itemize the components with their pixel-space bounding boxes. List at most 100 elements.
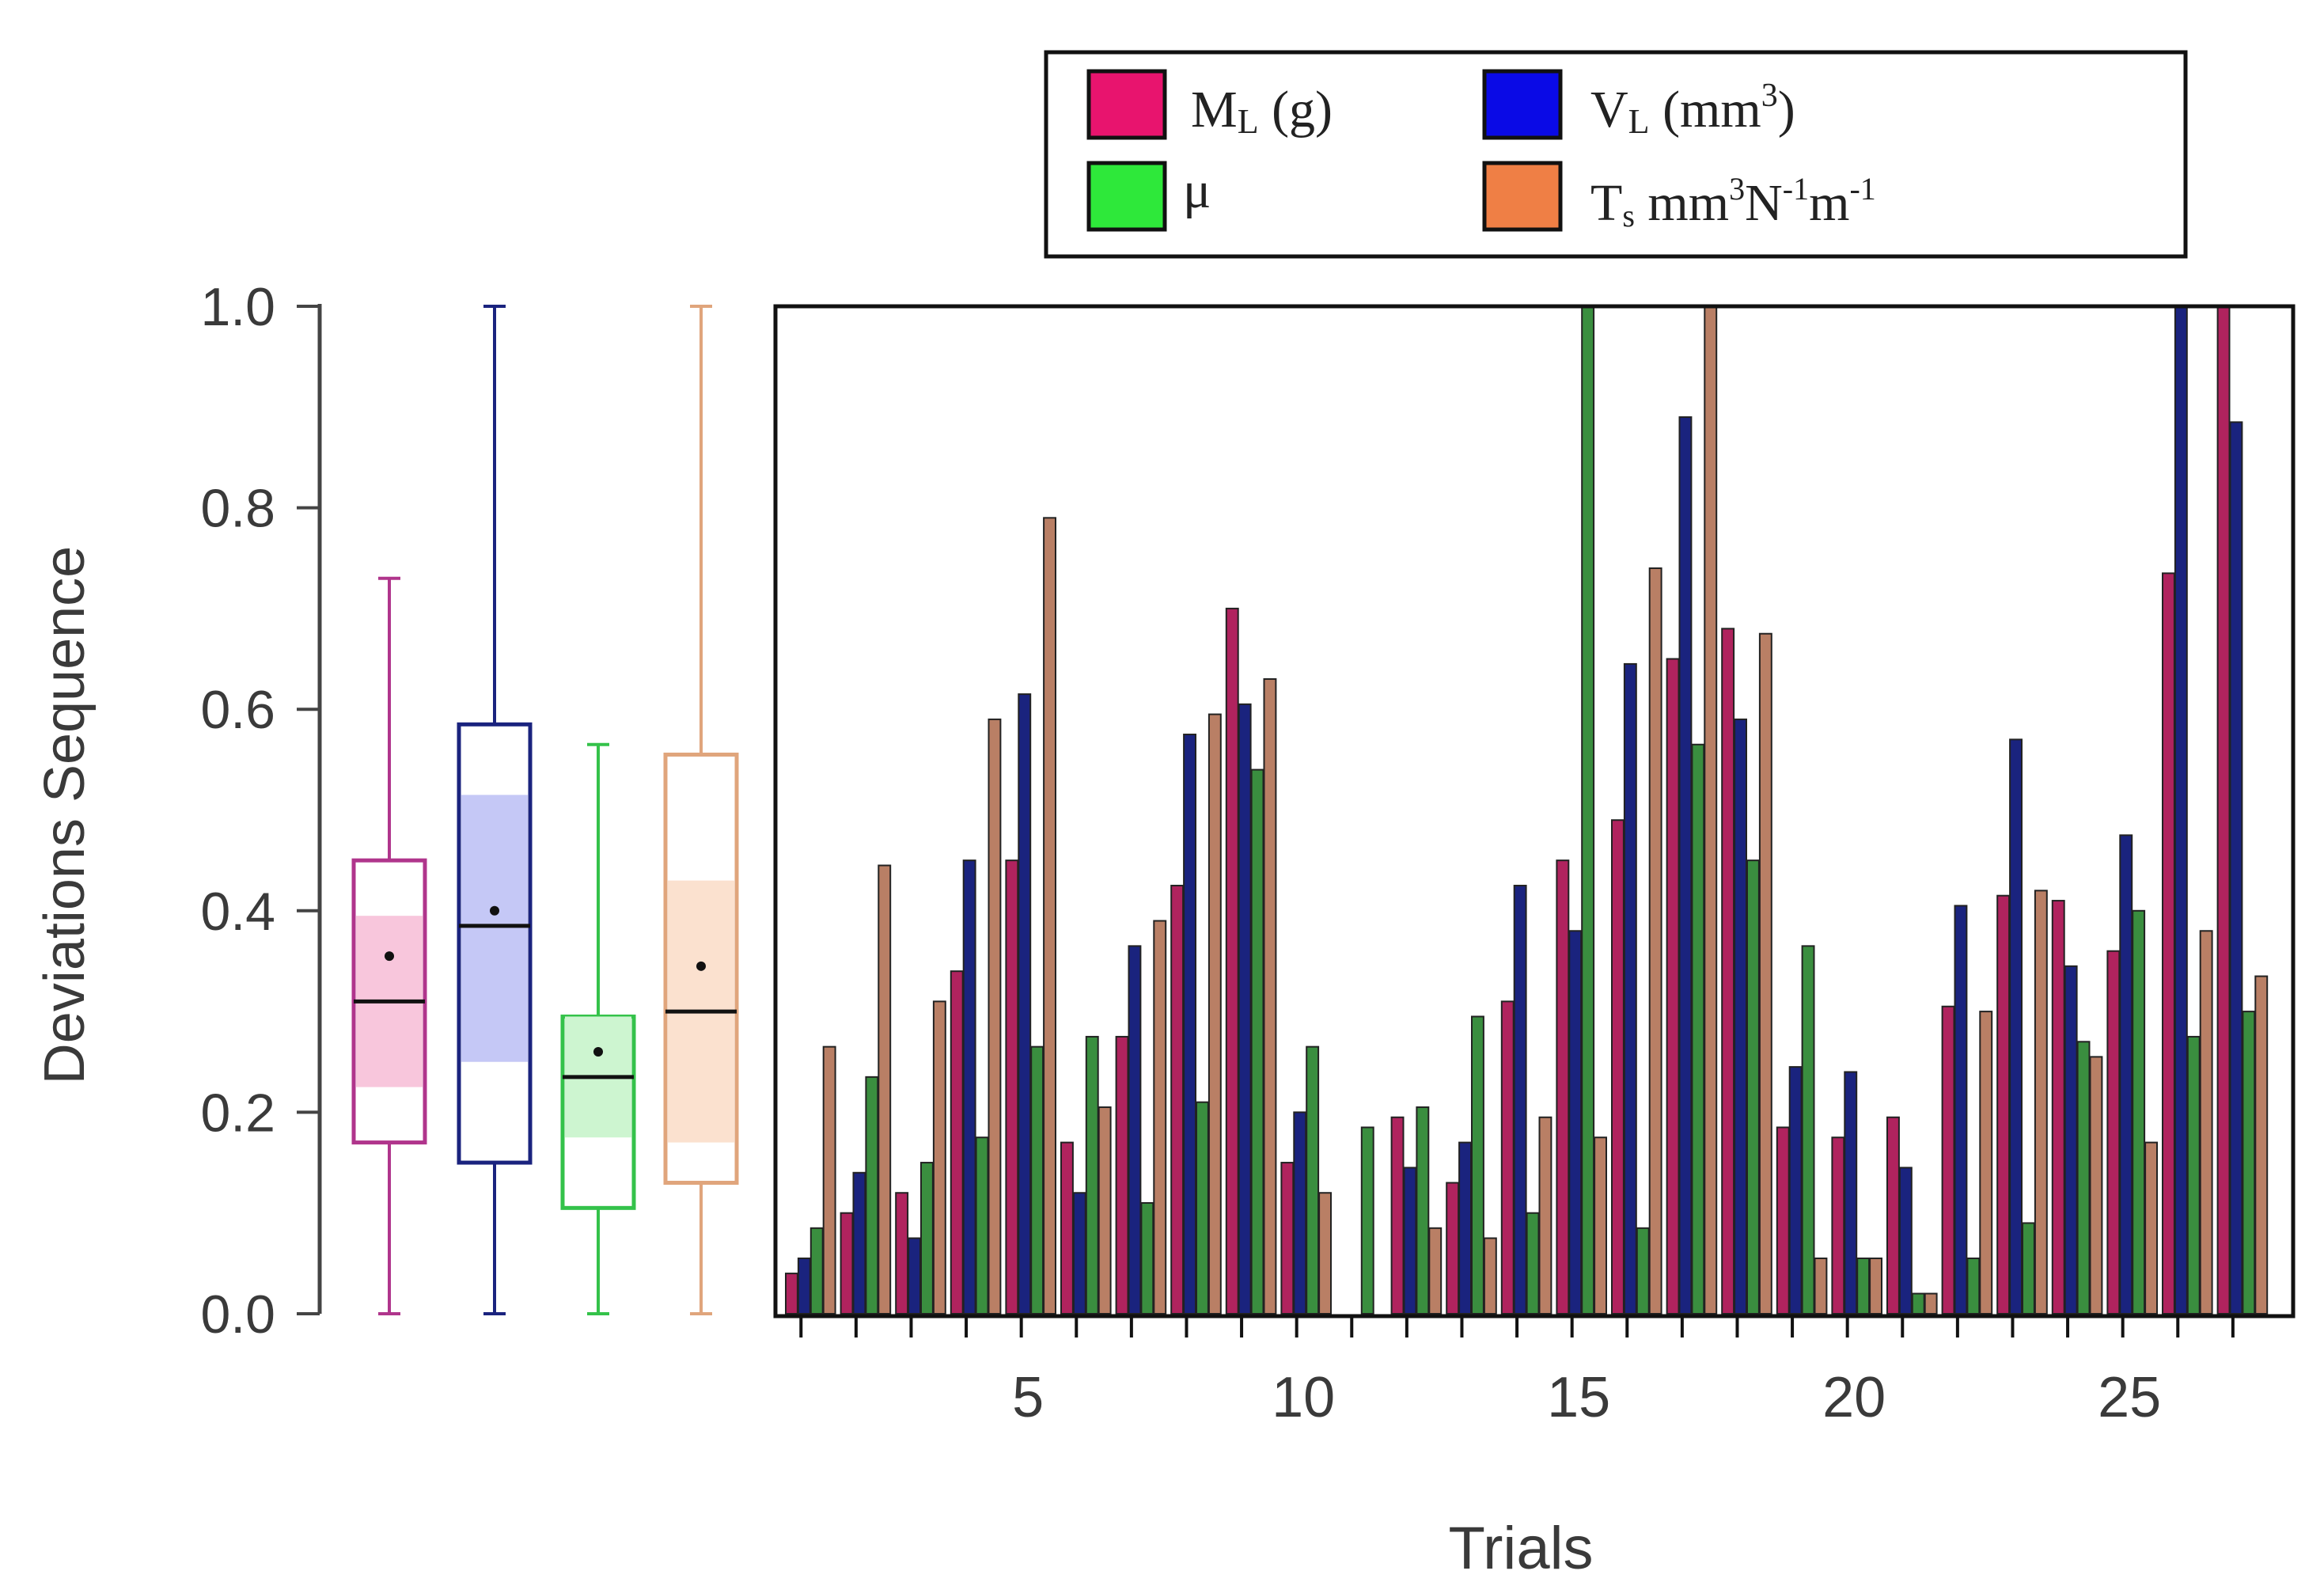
bar: [1636, 1227, 1650, 1315]
bar: [1446, 1182, 1460, 1315]
bar: [2144, 1141, 2159, 1315]
bar: [1280, 1162, 1295, 1315]
bar: [1581, 305, 1595, 1315]
bar: [2064, 965, 2078, 1315]
y-tick-label: 0.8: [200, 479, 275, 539]
legend-swatch-mu: [1086, 161, 1167, 232]
boxplot-mean: [385, 951, 394, 962]
bar: [1471, 1015, 1484, 1315]
bar: [1996, 894, 2011, 1315]
bar: [1018, 693, 1032, 1315]
bar: [865, 1076, 879, 1315]
bar: [895, 1192, 909, 1315]
bar: [2162, 572, 2175, 1315]
bar: [1831, 1136, 1845, 1315]
bar: [1814, 1257, 1828, 1315]
bar: [1072, 1192, 1086, 1315]
y-axis: 0.0 0.2 0.4 0.6 0.8 1.0 Deviations Sequence: [33, 277, 322, 1345]
bar: [1403, 1167, 1417, 1315]
bar: [1225, 607, 1239, 1315]
boxplot: [351, 576, 427, 1315]
bar: [2022, 1222, 2035, 1315]
bar: [1844, 1071, 1858, 1315]
bar: [1263, 678, 1277, 1315]
bar: [988, 718, 1002, 1315]
bar: [1526, 1212, 1540, 1315]
bar: [950, 970, 964, 1315]
bar: [1318, 1192, 1332, 1315]
bar: [2242, 1011, 2256, 1315]
bar: [2051, 900, 2065, 1315]
legend-swatch-ml: [1086, 69, 1167, 140]
x-axis-ticks: 5 10 15 20 25: [799, 1316, 2235, 1429]
y-axis-ticks: 0.0 0.2 0.4 0.6 0.8 1.0: [200, 277, 320, 1345]
boxplot-mean: [593, 1047, 603, 1057]
y-axis-title: Deviations Sequence: [33, 546, 97, 1084]
x-tick-label: 15: [1547, 1366, 1610, 1429]
bar: [1691, 743, 1705, 1315]
x-tick-label: 20: [1822, 1366, 1886, 1429]
bar: [785, 1273, 798, 1315]
bar: [1801, 945, 1815, 1315]
bar: [1500, 1000, 1515, 1315]
bar: [2034, 890, 2048, 1315]
bar: [1360, 1126, 1374, 1315]
bar: [1666, 658, 1680, 1315]
bar: [2199, 930, 2213, 1315]
bars: [785, 305, 2269, 1315]
bar: [1170, 884, 1185, 1315]
bar: [1207, 713, 1222, 1315]
bar: [1556, 859, 1570, 1315]
bar: [1979, 1011, 1993, 1315]
bar: [975, 1136, 989, 1315]
bar: [822, 1045, 836, 1315]
bar: [2254, 975, 2269, 1315]
bar: [1678, 416, 1693, 1315]
bar: [1746, 859, 1760, 1315]
bar: [2106, 950, 2121, 1315]
bar: [962, 859, 976, 1315]
bar: [1513, 884, 1527, 1315]
bar: [1869, 1257, 1883, 1315]
bar: [1898, 1167, 1913, 1315]
bar: [1458, 1141, 1472, 1315]
bar: [1734, 718, 1748, 1315]
bar-panel: 5 10 15 20 25 Trials: [773, 304, 2296, 1582]
bar: [1941, 1005, 1955, 1315]
bar: [878, 864, 892, 1315]
bar: [852, 1171, 866, 1315]
bar: [908, 1237, 921, 1315]
bar: [1623, 662, 1637, 1315]
bar: [1060, 1141, 1074, 1315]
x-tick-label: 10: [1272, 1366, 1335, 1429]
bar: [932, 1000, 946, 1315]
bar: [1483, 1237, 1497, 1315]
bar: [1293, 1111, 1307, 1315]
bar: [2174, 305, 2188, 1315]
bar: [1390, 1116, 1405, 1315]
boxplot-mean: [490, 905, 499, 916]
bar: [1538, 1116, 1552, 1315]
bar: [1030, 1045, 1044, 1315]
boxplot: [457, 305, 533, 1315]
bar: [1128, 945, 1142, 1315]
legend-label-ts: Ts mm3N-1m-1: [1590, 171, 1876, 233]
bar: [1098, 1106, 1112, 1315]
bar: [1924, 1292, 1938, 1315]
y-tick-label: 0.2: [200, 1083, 275, 1143]
boxplot-mean: [696, 961, 706, 971]
bar: [1043, 517, 1056, 1315]
bar: [1568, 930, 1583, 1315]
bar: [1611, 819, 1625, 1315]
boxplots: [351, 305, 739, 1315]
plot-frame: [773, 304, 2296, 1319]
bar: [1238, 703, 1252, 1315]
legend-label-mu: μ: [1183, 161, 1211, 219]
x-tick-label: 5: [1012, 1366, 1044, 1429]
bar: [1776, 1126, 1790, 1315]
bar: [1428, 1227, 1443, 1315]
bar: [1140, 1201, 1154, 1315]
bar: [1005, 859, 1019, 1315]
bar: [1954, 905, 1968, 1315]
